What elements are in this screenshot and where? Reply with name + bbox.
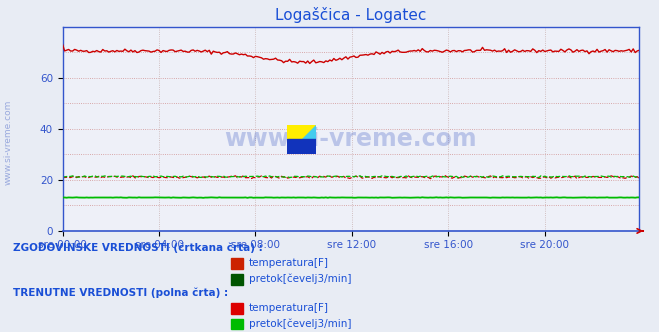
Polygon shape bbox=[287, 139, 316, 154]
Bar bbox=[231, 258, 243, 269]
Title: Logaščica - Logatec: Logaščica - Logatec bbox=[275, 7, 426, 23]
Text: temperatura[F]: temperatura[F] bbox=[249, 303, 329, 313]
Text: www.si-vreme.com: www.si-vreme.com bbox=[3, 100, 13, 186]
Bar bbox=[231, 303, 243, 314]
Text: ZGODOVINSKE VREDNOSTI (črtkana črta) :: ZGODOVINSKE VREDNOSTI (črtkana črta) : bbox=[13, 242, 263, 253]
Text: pretok[čevelj3/min]: pretok[čevelj3/min] bbox=[249, 318, 352, 329]
Polygon shape bbox=[287, 124, 316, 154]
Bar bbox=[231, 274, 243, 285]
Text: pretok[čevelj3/min]: pretok[čevelj3/min] bbox=[249, 273, 352, 284]
Text: TRENUTNE VREDNOSTI (polna črta) :: TRENUTNE VREDNOSTI (polna črta) : bbox=[13, 288, 228, 298]
Bar bbox=[231, 319, 243, 329]
Text: www.si-vreme.com: www.si-vreme.com bbox=[225, 127, 477, 151]
Text: temperatura[F]: temperatura[F] bbox=[249, 258, 329, 268]
Polygon shape bbox=[287, 124, 316, 154]
